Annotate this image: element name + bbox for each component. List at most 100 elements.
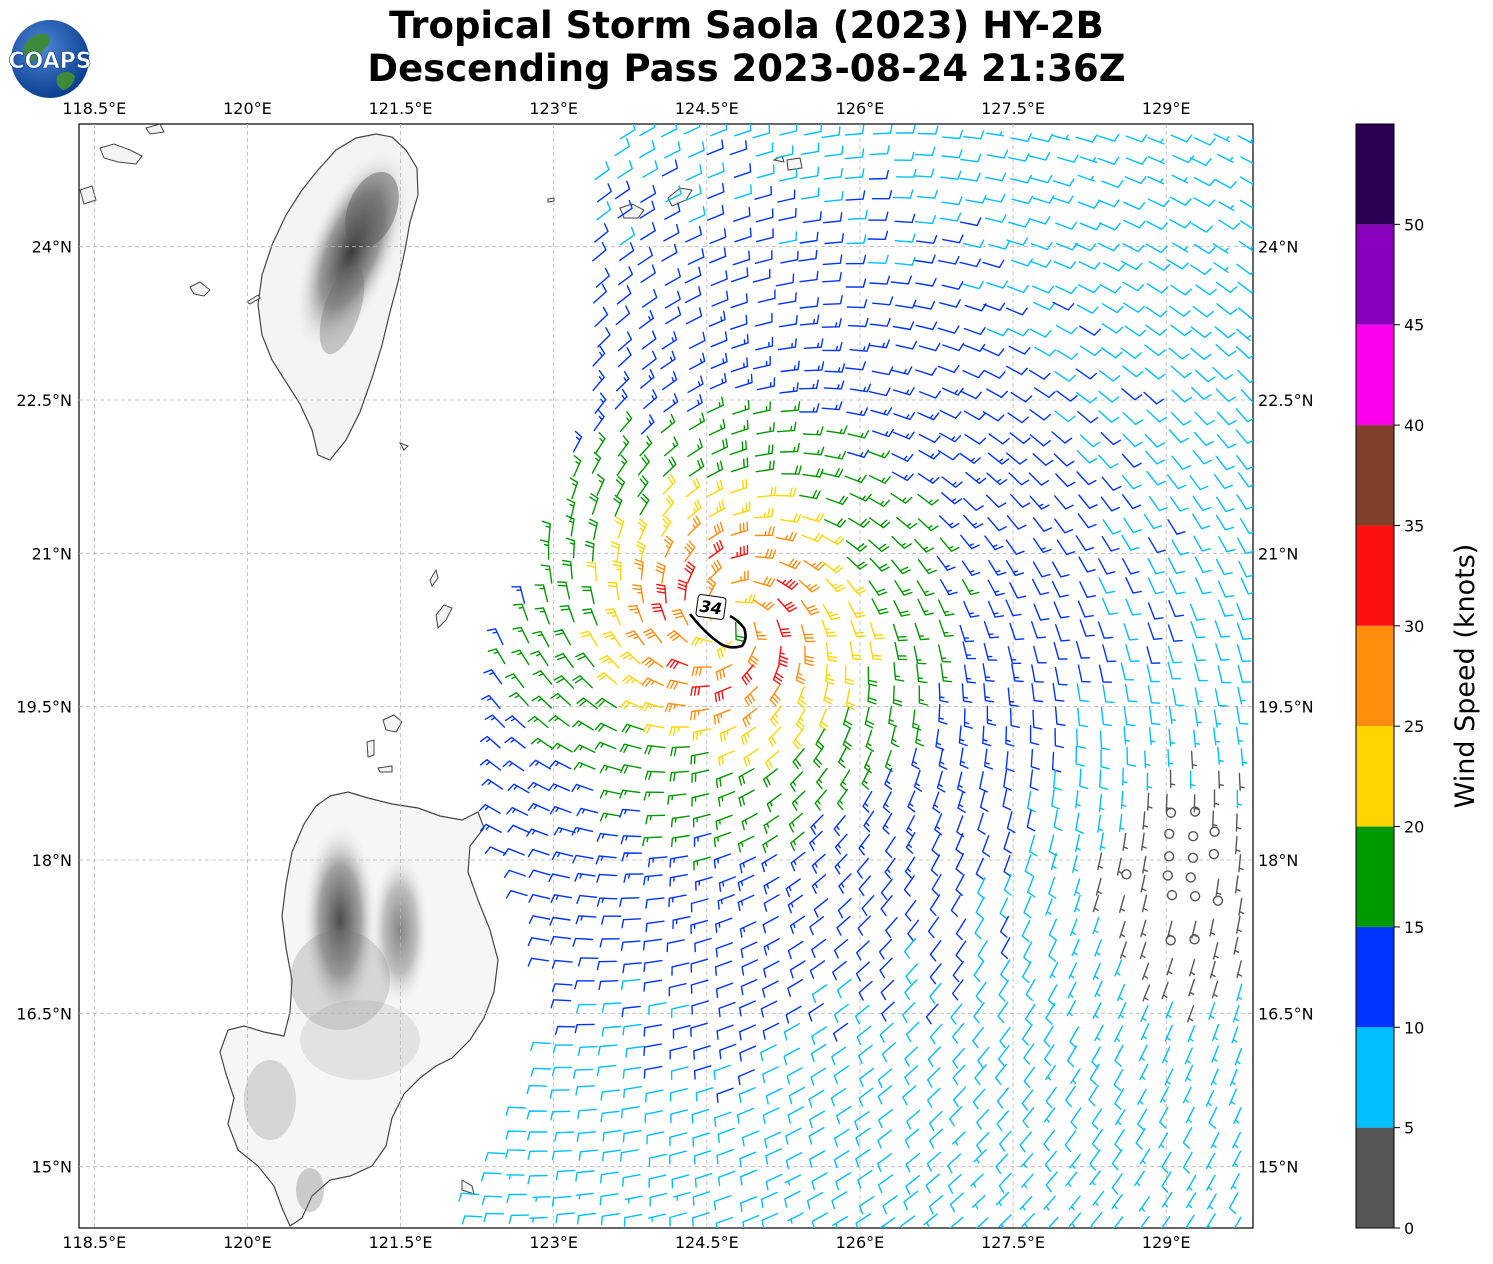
wind-barb [637,454,650,476]
wind-barb [1077,410,1099,424]
wind-barb [982,411,1005,422]
wind-barb [802,211,822,224]
wind-barb [664,290,681,309]
wind-barb [1078,284,1100,294]
wind-barb [1121,534,1140,551]
wind-barb [917,125,939,135]
wind-barb [848,601,866,618]
wind-barb [688,412,705,431]
wind-barb [688,457,705,477]
wind-barb [784,1174,802,1186]
wind-barb [779,168,798,182]
wind-barb [664,436,679,457]
wind-barb [481,1172,502,1182]
taiwan-land [257,133,419,461]
wind-barb [988,433,1010,445]
wind-barb [483,669,503,685]
wind-barb [977,940,988,962]
wind-barb [754,185,772,200]
wind-barb [618,266,633,286]
colorbar-tick-label: 25 [1404,717,1424,736]
wind-barb [962,239,985,249]
wind-barb [1187,830,1199,842]
wind-barb [1077,600,1094,618]
wind-barb [662,495,675,517]
wind-barb [955,940,967,962]
wind-barb [1168,577,1186,595]
wind-barb [950,895,961,917]
wind-barb [1236,705,1249,725]
wind-barb [1075,641,1091,659]
wind-barb [1164,1068,1174,1086]
wind-barb [594,741,617,750]
wind-barb [913,645,927,665]
wind-barb [822,535,845,546]
wind-barb [1146,409,1167,423]
wind-barb [1051,788,1061,810]
wind-barb [730,357,749,373]
wind-barb [660,515,672,538]
wind-barb [785,1127,802,1145]
lat-tick-label-right: 19.5°N [1258,698,1314,717]
wind-barb [733,206,751,222]
wind-barb [941,149,963,159]
wind-barb [1075,834,1081,853]
wind-barb [1011,195,1034,205]
wind-barb [868,387,891,397]
wind-barb [1228,1088,1237,1106]
wind-barb [1143,391,1165,405]
wind-barb [1098,390,1120,403]
wind-barb [1054,666,1068,686]
wind-barb [960,534,980,550]
wind-barb [800,166,820,180]
wind-barb [1165,935,1176,946]
wind-barb [1098,794,1105,813]
wind-barb [845,254,867,265]
wind-barb [849,383,872,393]
wind-barb [730,570,749,584]
wind-barb [713,831,732,848]
wind-barb [1209,960,1216,979]
wind-barb [809,960,826,980]
wind-barb [1029,834,1038,857]
colorbar-tick-label: 20 [1404,818,1424,837]
wind-barb [1187,1005,1195,1023]
wind-barb [1007,687,1019,707]
wind-barb [762,1107,780,1125]
wind-barb [1021,1173,1034,1189]
wind-barb [527,715,549,729]
wind-barb [947,1153,962,1174]
wind-barb [551,1195,572,1207]
wind-barb [534,607,550,625]
wind-barb [1134,1170,1145,1187]
lon-tick-label-bottom: 123°E [529,1233,578,1252]
wind-barb [552,1044,574,1054]
wind-barb [640,264,656,283]
wind-barb [754,313,773,327]
wind-barb [554,653,574,668]
wind-barb [1240,156,1253,165]
wind-barb [1111,1173,1123,1195]
wind-barb [1079,619,1095,637]
wind-barb [998,1214,1012,1228]
wind-barb [1237,281,1253,294]
wind-barb [844,124,865,136]
wind-barb [917,598,935,616]
wind-barb [731,419,749,435]
wind-barb [1125,644,1140,662]
wind-barb [958,725,968,747]
wind-barb [1205,1090,1215,1107]
wind-barb [917,518,939,532]
wind-barb [716,1149,734,1165]
wind-barb [573,744,596,753]
wind-barb [1170,324,1192,337]
wind-barb [622,1130,642,1143]
wind-barb [1019,1195,1033,1211]
wind-barb [764,1131,781,1149]
wind-barb [1028,152,1051,161]
wind-barb [642,350,657,370]
wind-barb [669,1045,688,1060]
wind-barb [550,1110,571,1121]
wind-barb [551,742,573,753]
wind-barb [478,803,501,814]
